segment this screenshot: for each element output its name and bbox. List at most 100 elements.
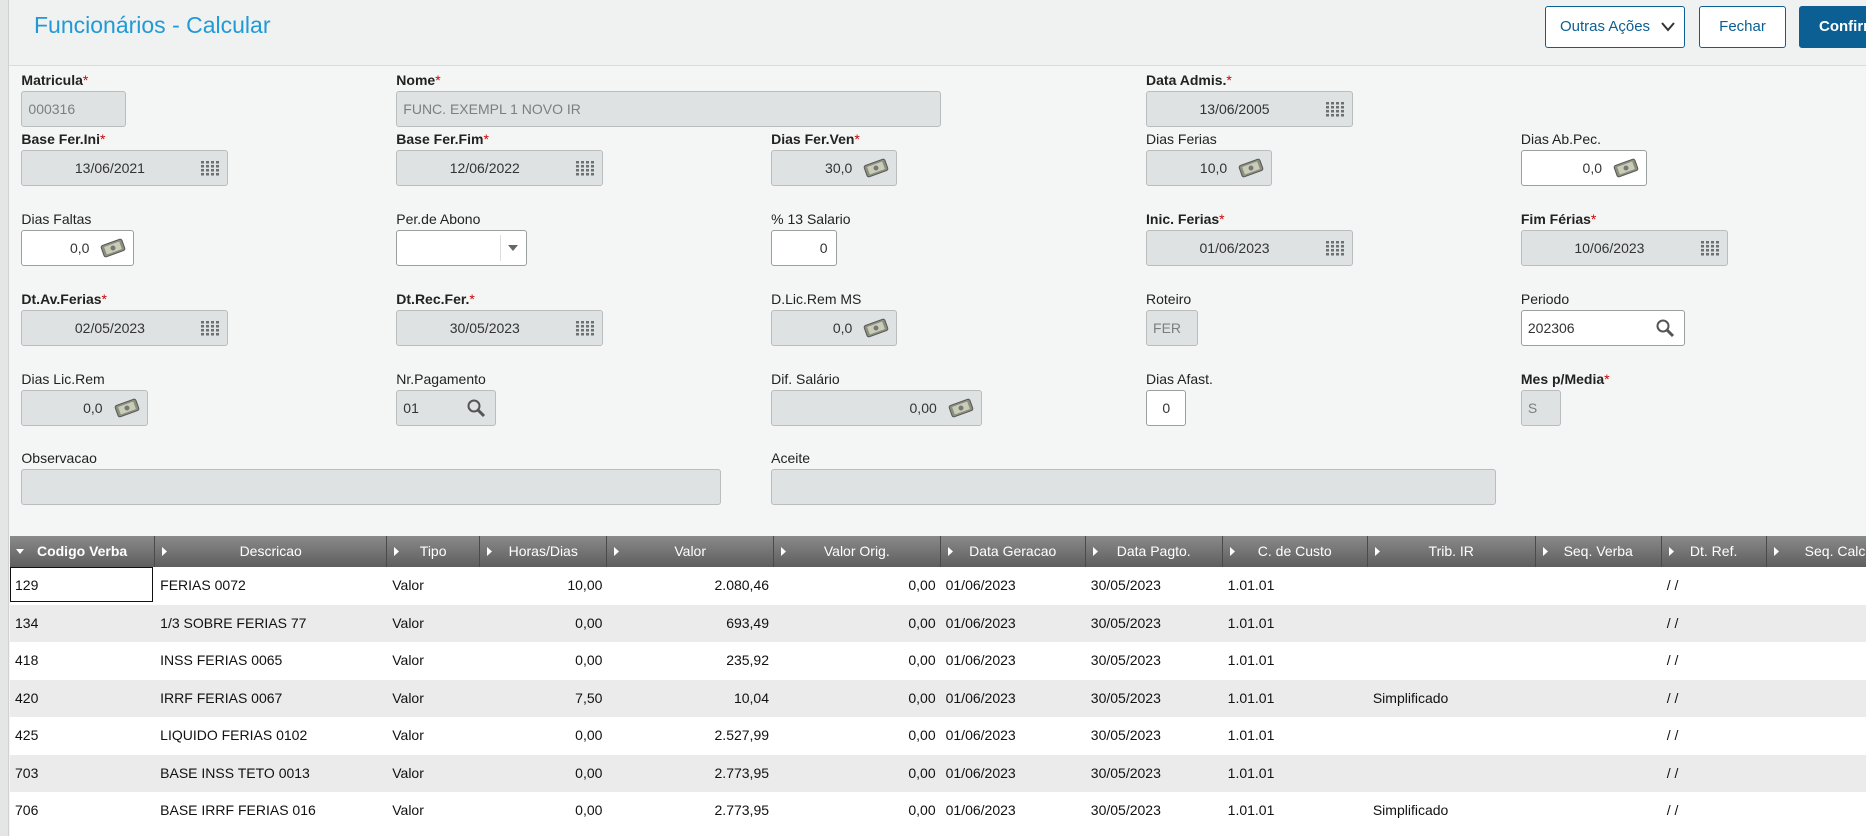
label-text: Dif. Salário — [771, 370, 840, 387]
table-cell: Simplificado — [1372, 689, 1449, 706]
column-header[interactable]: Data Pagto. — [1085, 536, 1223, 567]
calc-icon[interactable] — [862, 151, 890, 185]
table-cell: 134 — [15, 614, 39, 631]
table-cell: 0,00 — [575, 764, 603, 781]
input-field[interactable]: 30,0 — [771, 150, 898, 187]
required-mark: * — [82, 71, 89, 88]
column-header[interactable]: Descricao — [155, 536, 388, 567]
column-header[interactable]: Valor — [607, 536, 774, 567]
table-row[interactable]: 134 1/3 SOBRE FERIAS 77 Valor 0,00 693,49 0,0… — [10, 604, 1866, 642]
table-cell: 01/06/2023 — [945, 652, 1016, 668]
input-field[interactable] — [771, 469, 1496, 506]
required-mark: * — [100, 131, 106, 148]
table-cell: Valor — [392, 727, 424, 743]
calc-icon[interactable] — [1612, 151, 1640, 185]
input-value: 12/06/2022 — [449, 160, 520, 177]
input-field[interactable]: 30/05/2023 — [396, 309, 604, 346]
input-field[interactable]: 0 — [771, 230, 837, 267]
table-cell: Valor — [392, 614, 424, 631]
required-mark: * — [854, 131, 860, 148]
input-field[interactable]: 10/06/2023 — [1520, 230, 1728, 267]
input-field[interactable]: 0 — [1146, 389, 1187, 426]
table-cell: 0,00 — [575, 652, 603, 668]
column-header[interactable]: Dt. Ref. — [1661, 536, 1767, 567]
label-text: Dias Lic.Rem — [21, 370, 105, 387]
input-field[interactable] — [21, 469, 722, 506]
table-row[interactable]: 129 FERIAS 0072 Valor 10,00 2.080,46 0,00 01/0… — [10, 567, 1866, 605]
label-text: Fim Férias — [1520, 211, 1591, 228]
table-cell: 01/06/2023 — [945, 802, 1016, 818]
input-value: 30,0 — [825, 160, 853, 177]
input-field[interactable]: 13/06/2005 — [1146, 90, 1354, 127]
input-field[interactable]: 12/06/2022 — [396, 150, 604, 187]
input-value: 01/06/2023 — [1199, 240, 1270, 257]
column-header[interactable]: Horas/Dias — [480, 536, 608, 567]
input-field[interactable]: 0,00 — [771, 389, 982, 426]
cal-icon[interactable] — [574, 311, 596, 345]
input-field[interactable]: FUNC. EXEMPL 1 NOVO IR — [396, 90, 942, 127]
input-field[interactable] — [396, 230, 528, 267]
close-button[interactable]: Fechar — [1699, 6, 1786, 48]
column-header[interactable]: Codigo Verba — [10, 536, 156, 567]
input-field[interactable]: 01/06/2023 — [1146, 230, 1354, 267]
table-cell: 0,00 — [908, 764, 936, 781]
other-actions-button[interactable]: Outras Ações — [1545, 6, 1685, 48]
input-value: 000316 — [28, 100, 76, 117]
search-icon[interactable] — [465, 391, 489, 425]
confirm-button[interactable]: Confirmar — [1799, 6, 1866, 48]
calc-icon[interactable] — [947, 391, 975, 425]
sort-icon — [1228, 536, 1238, 567]
sort-icon — [1373, 536, 1383, 567]
column-header[interactable]: Tipo — [387, 536, 481, 567]
search-icon[interactable] — [1654, 311, 1678, 345]
calc-icon[interactable] — [99, 231, 127, 265]
input-field[interactable]: FER — [1146, 309, 1199, 346]
input-field[interactable]: 02/05/2023 — [21, 309, 229, 346]
header-text: Tipo — [419, 543, 447, 559]
column-header[interactable]: C. de Custo — [1222, 536, 1368, 567]
cal-icon[interactable] — [1699, 231, 1721, 265]
table-cell: 235,92 — [726, 652, 770, 668]
input-field[interactable]: 01 — [396, 389, 497, 426]
table-row[interactable]: 418 INSS FERIAS 0065 Valor 0,00 235,92 0,00 01… — [10, 642, 1866, 680]
cal-icon[interactable] — [574, 151, 596, 185]
sort-icon — [485, 536, 495, 567]
drop-icon[interactable] — [499, 231, 526, 265]
column-header[interactable]: Valor Orig. — [774, 536, 941, 567]
column-header[interactable]: Seq. Verba — [1535, 536, 1662, 567]
calc-icon[interactable] — [1237, 151, 1265, 185]
input-value: 0,0 — [69, 240, 90, 257]
calc-icon[interactable] — [862, 311, 890, 345]
label-text: Base Fer.Fim — [396, 131, 484, 148]
header-text: Data Geracao — [969, 543, 1057, 559]
input-field[interactable]: 0,0 — [771, 309, 898, 346]
table-row[interactable]: 425 LIQUIDO FERIAS 0102 Valor 0,00 2.527,99 0… — [10, 717, 1866, 755]
required-mark: * — [1604, 370, 1610, 387]
table-cell: 2.773,95 — [714, 764, 770, 781]
input-field[interactable]: 202306 — [1520, 309, 1686, 346]
input-field[interactable]: 10,0 — [1146, 150, 1273, 187]
cal-icon[interactable] — [1324, 92, 1346, 126]
table-row[interactable]: 420 IRRF FERIAS 0067 Valor 7,50 10,04 0,00 01/… — [10, 679, 1866, 717]
input-field[interactable]: 0,0 — [21, 230, 135, 267]
top-bar: Funcionários - Calcular Outras Ações Fec… — [0, 0, 1866, 66]
input-field[interactable]: 0,0 — [21, 389, 148, 426]
input-field[interactable]: 000316 — [21, 90, 127, 127]
cal-icon[interactable] — [199, 151, 221, 185]
sort-icon — [160, 536, 170, 567]
column-header[interactable]: Trib. IR — [1367, 536, 1536, 567]
table-row[interactable]: 703 BASE INSS TETO 0013 Valor 0,00 2.773,95 0… — [10, 754, 1866, 792]
input-field[interactable]: S — [1520, 389, 1562, 426]
column-header[interactable]: Data Geracao — [940, 536, 1086, 567]
input-field[interactable]: 13/06/2021 — [21, 150, 229, 187]
cal-icon[interactable] — [1324, 231, 1346, 265]
sort-icon — [392, 536, 402, 567]
cal-icon[interactable] — [199, 311, 221, 345]
column-header[interactable]: Seq. Calc — [1766, 536, 1866, 567]
input-field[interactable]: 0,0 — [1520, 150, 1648, 187]
focus-cell — [10, 567, 154, 602]
calc-icon[interactable] — [113, 391, 141, 425]
table-cell: 01/06/2023 — [945, 727, 1016, 743]
table-row[interactable]: 706 BASE IRRF FERIAS 016 Valor 0,00 2.773,95… — [10, 792, 1866, 830]
